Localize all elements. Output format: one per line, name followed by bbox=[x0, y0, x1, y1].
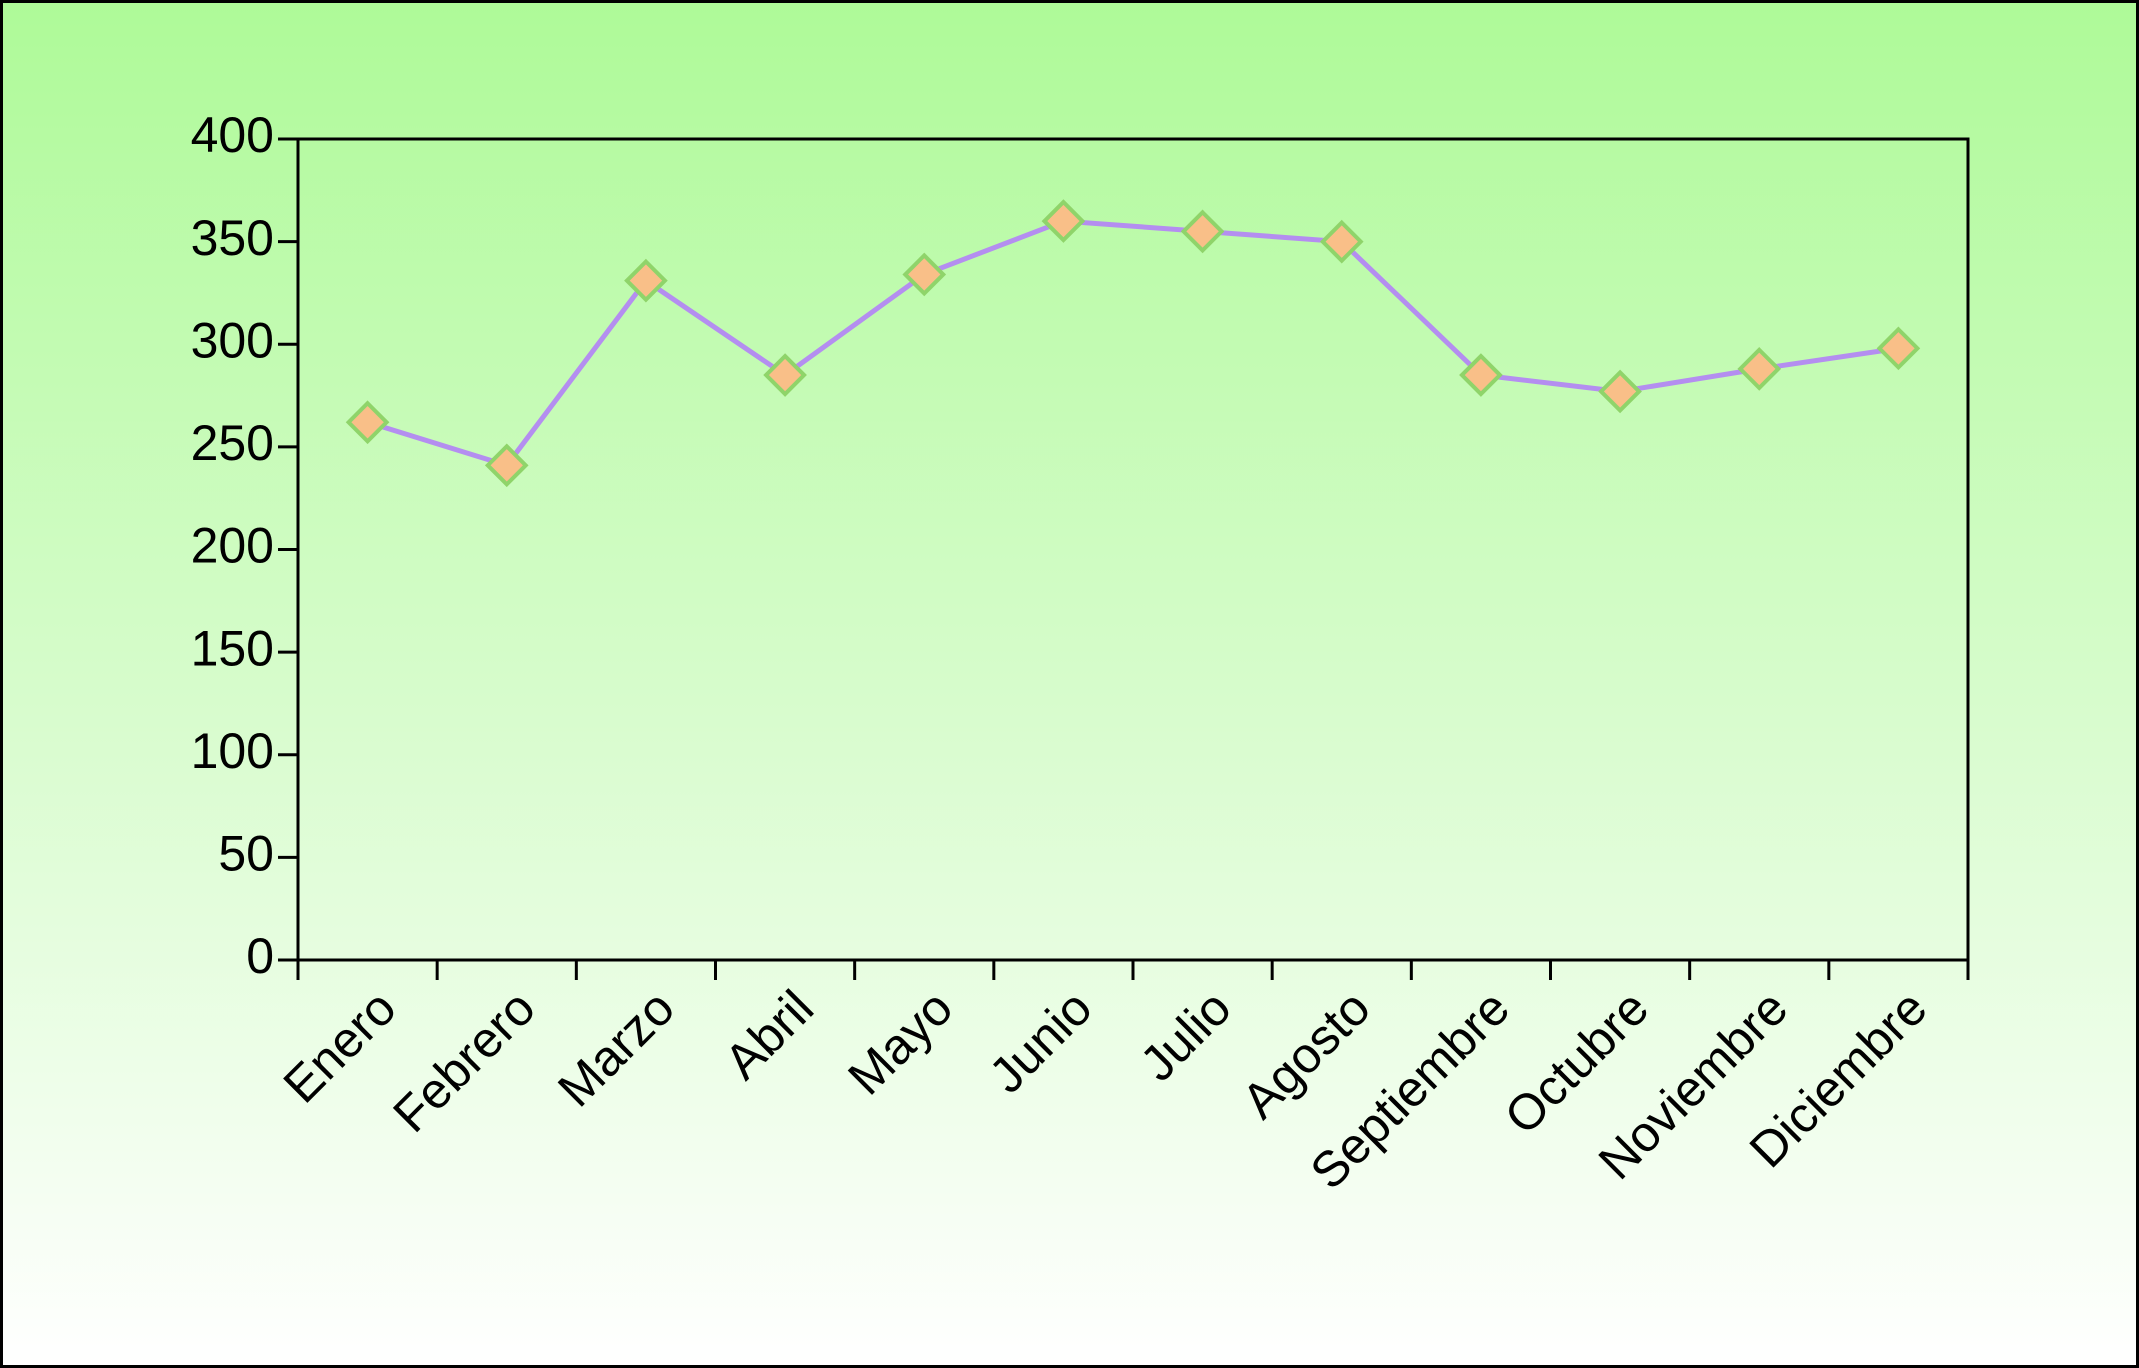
marker bbox=[763, 353, 807, 397]
marker bbox=[1459, 353, 1503, 397]
y-tick-label: 400 bbox=[191, 107, 274, 163]
y-tick-label: 350 bbox=[191, 210, 274, 266]
y-tick-label: 100 bbox=[191, 723, 274, 779]
marker bbox=[624, 258, 668, 303]
marker bbox=[1876, 326, 1921, 371]
marker bbox=[1041, 199, 1086, 243]
y-tick-label: 200 bbox=[191, 518, 274, 574]
y-tick-label: 0 bbox=[246, 928, 274, 984]
marker bbox=[345, 400, 390, 445]
marker bbox=[1319, 219, 1364, 264]
y-tick-label: 50 bbox=[218, 826, 274, 882]
marker bbox=[1180, 209, 1225, 254]
marker bbox=[484, 443, 529, 488]
marker bbox=[1737, 347, 1782, 391]
y-tick-label: 250 bbox=[191, 415, 274, 471]
y-tick-label: 300 bbox=[191, 312, 274, 368]
marker bbox=[1598, 369, 1642, 414]
y-tick-label: 150 bbox=[191, 620, 274, 676]
marker bbox=[902, 252, 947, 297]
line bbox=[366, 218, 1899, 469]
